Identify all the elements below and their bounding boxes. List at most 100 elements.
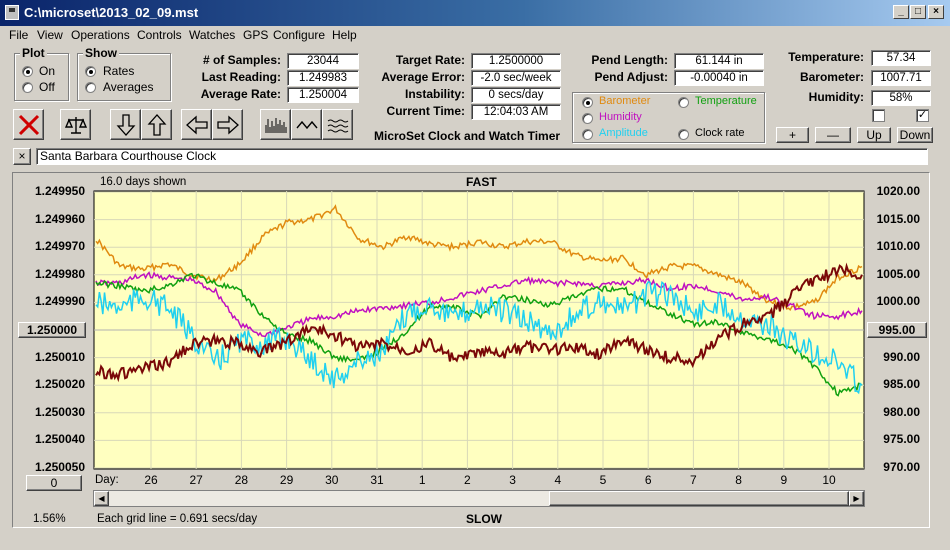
x-tick-label: 2 [464, 473, 471, 487]
grid-lines [94, 191, 864, 469]
show-group-title: Show [83, 46, 119, 60]
pend-adjust-field: -0.00040 in [674, 70, 764, 86]
y-tick-label: 1.249960 [34, 211, 85, 226]
y2-tick-label: 1005.00 [876, 266, 920, 281]
plot-off-label[interactable]: Off [39, 80, 55, 94]
scroll-up-button[interactable] [141, 109, 172, 140]
scroll-right-arrow[interactable]: ▶ [849, 491, 864, 506]
chart-area[interactable] [93, 190, 865, 470]
menu-configure[interactable]: Configure [273, 28, 326, 42]
y-tick-label: 1.249970 [34, 239, 85, 254]
average-error-label: Average Error: [381, 70, 465, 84]
checkbox-2[interactable]: ✓ [916, 109, 929, 122]
bars-view-button[interactable] [260, 109, 291, 140]
bars-icon [265, 118, 287, 133]
x-tick-label: 26 [144, 473, 158, 487]
average-error-field: -2.0 sec/week [471, 70, 561, 86]
temperature-radio[interactable] [678, 97, 689, 108]
clock-rate-radio[interactable] [678, 129, 689, 140]
barometer-radio[interactable] [582, 97, 593, 108]
menu-help[interactable]: Help [332, 28, 357, 42]
plus-button[interactable]: + [776, 127, 809, 143]
menu-controls[interactable]: Controls [137, 28, 182, 42]
show-averages-label[interactable]: Averages [103, 80, 154, 94]
humidity-radio[interactable] [582, 113, 593, 124]
y-tick-label: 1.249980 [34, 266, 85, 281]
smooth-view-button[interactable] [322, 109, 353, 140]
plot-on-radio[interactable] [22, 66, 33, 77]
menu-file[interactable]: File [9, 28, 29, 42]
y-tick-label: 1.250010 [34, 349, 85, 364]
balance-button[interactable] [60, 109, 91, 140]
scroll-left-button[interactable] [181, 109, 212, 140]
menu-watches[interactable]: Watches [189, 28, 236, 42]
target-rate-field[interactable]: 1.2500000 [471, 53, 561, 69]
y-tick-label: 1.250020 [34, 377, 85, 392]
red-x-icon [18, 114, 40, 136]
pend-length-field: 61.144 in [674, 53, 764, 69]
down-button[interactable]: Down [897, 127, 933, 143]
grid-note-label: Each grid line = 0.691 secs/day [97, 513, 258, 525]
plot-off-radio[interactable] [22, 82, 33, 93]
arrow-down-icon [116, 114, 136, 136]
x-tick-label: 27 [189, 473, 203, 487]
menu-gps[interactable]: GPS [243, 28, 269, 42]
y2-tick-label: 975.00 [883, 432, 920, 447]
arrow-up-icon [147, 114, 167, 136]
barometer-field: 1007.71 [871, 70, 931, 86]
amplitude-label[interactable]: Amplitude [599, 127, 648, 139]
y2-tick-label: 1010.00 [876, 239, 920, 254]
scroll-right-button[interactable] [212, 109, 243, 140]
humidity-label[interactable]: Humidity [599, 111, 642, 123]
days-shown-label: 16.0 days shown [100, 176, 187, 188]
center-rate-button[interactable]: 1.250000 [18, 322, 86, 338]
clock-name-field[interactable]: Santa Barbara Courthouse Clock [36, 148, 928, 165]
amplitude-radio[interactable] [582, 129, 593, 140]
close-button[interactable]: × [928, 5, 944, 19]
x-tick-label: 3 [509, 473, 516, 487]
center-barometer-button[interactable]: 995.00 [867, 322, 927, 338]
left-zero-button[interactable]: 0 [26, 475, 82, 491]
clear-button[interactable] [13, 109, 44, 140]
balance-icon [64, 117, 88, 134]
show-rates-label[interactable]: Rates [103, 64, 135, 78]
title-bar[interactable]: C:\microset\2013_02_09.mst _ □ × [0, 0, 950, 26]
scroll-down-button[interactable] [110, 109, 141, 140]
pend-adjust-label: Pend Adjust: [594, 70, 668, 84]
y-tick-label: 1.250050 [34, 460, 85, 474]
scroll-thumb[interactable] [549, 491, 849, 506]
show-averages-radio[interactable] [85, 82, 96, 93]
slow-label: SLOW [466, 512, 502, 526]
x-tick-label: 6 [644, 473, 652, 487]
scroll-left-arrow[interactable]: ◀ [94, 491, 109, 506]
current-time-label: Current Time: [386, 104, 465, 118]
x-tick-label: 4 [554, 473, 562, 487]
minus-button[interactable]: — [815, 127, 851, 143]
y2-tick-label: 970.00 [883, 460, 920, 474]
up-button[interactable]: Up [857, 127, 891, 143]
app-icon[interactable] [5, 5, 19, 20]
line-view-button[interactable] [291, 109, 322, 140]
menu-view[interactable]: View [37, 28, 63, 42]
plot-on-label[interactable]: On [39, 64, 56, 78]
show-rates-radio[interactable] [85, 66, 96, 77]
clock-rate-label[interactable]: Clock rate [695, 127, 745, 139]
x-tick-label: 7 [690, 473, 697, 487]
target-rate-label: Target Rate: [395, 53, 465, 67]
x-tick-label: 10 [822, 473, 836, 487]
clear-name-button[interactable]: × [13, 148, 31, 165]
arrow-right-icon [217, 115, 239, 135]
maximize-button[interactable]: □ [910, 5, 926, 19]
day-prefix-label: Day: [95, 474, 119, 486]
horizontal-scrollbar[interactable]: ◀ ▶ [93, 490, 865, 507]
barometer-label[interactable]: Barometer [599, 95, 651, 107]
series-line-3 [95, 280, 863, 395]
barometer-reading-label: Barometer: [799, 70, 864, 84]
checkbox-1[interactable] [872, 109, 885, 122]
temperature-label[interactable]: Temperature [695, 95, 757, 107]
y-tick-label: 1.249990 [34, 294, 85, 309]
x-tick-label: 5 [599, 473, 607, 487]
minimize-button[interactable]: _ [893, 5, 909, 19]
menu-operations[interactable]: Operations [71, 28, 130, 42]
humidity-field: 58% [871, 90, 931, 106]
